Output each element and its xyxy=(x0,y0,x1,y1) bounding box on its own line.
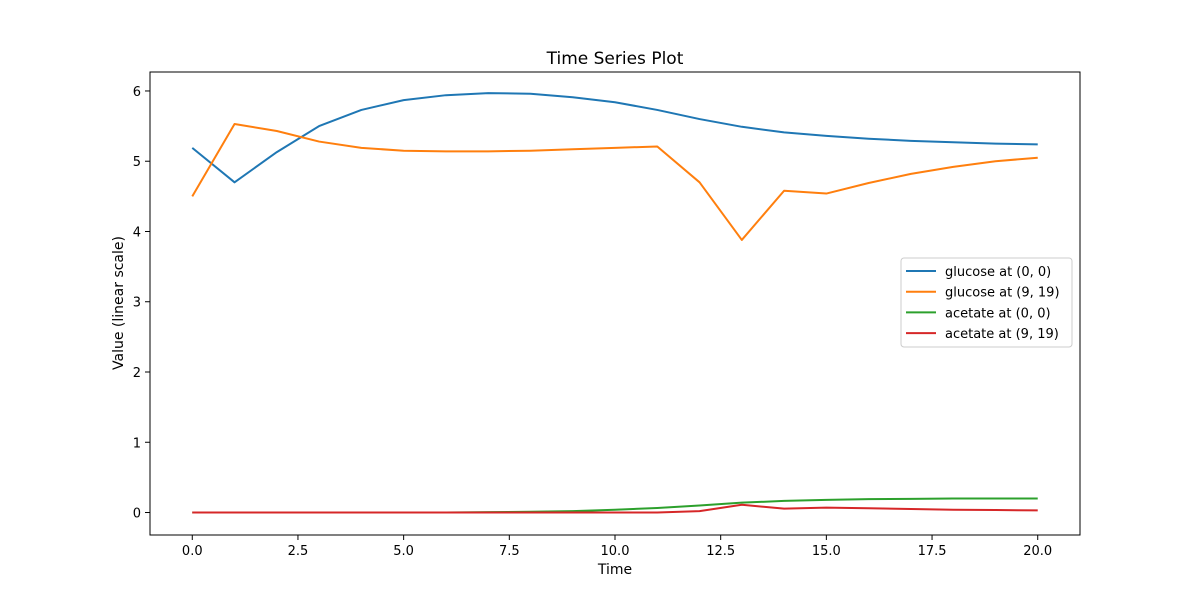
x-tick-label: 12.5 xyxy=(706,544,735,559)
legend-label-3: acetate at (9, 19) xyxy=(945,327,1059,342)
series-line-1 xyxy=(191,122,1038,241)
x-tick-label: 2.5 xyxy=(288,544,309,559)
plot-area xyxy=(191,92,1038,514)
x-tick-label: 10.0 xyxy=(601,544,630,559)
x-tick-label: 15.0 xyxy=(812,544,841,559)
chart-title: Time Series Plot xyxy=(546,49,684,69)
y-tick-label: 5 xyxy=(133,155,141,170)
legend: glucose at (0, 0) glucose at (9, 19) aceta… xyxy=(900,257,1073,348)
x-axis-label: Time xyxy=(597,562,632,578)
y-tick-label: 3 xyxy=(133,296,141,311)
legend-label-2: acetate at (0, 0) xyxy=(945,306,1051,321)
legend-label-1: glucose at (9, 19) xyxy=(945,286,1060,301)
y-axis: 0 1 2 3 4 5 6 xyxy=(133,85,150,522)
x-tick-label: 7.5 xyxy=(499,544,520,559)
x-tick-label: 17.5 xyxy=(918,544,947,559)
y-tick-label: 0 xyxy=(133,507,141,522)
y-axis-label: Value (linear scale) xyxy=(111,236,127,370)
y-tick-label: 4 xyxy=(133,225,141,240)
x-tick-label: 0.0 xyxy=(182,544,203,559)
y-tick-label: 6 xyxy=(133,85,141,100)
x-tick-label: 20.0 xyxy=(1023,544,1052,559)
y-tick-label: 1 xyxy=(133,436,141,451)
y-tick-label: 2 xyxy=(133,366,141,381)
series-line-0 xyxy=(191,92,1038,184)
series-line-3 xyxy=(192,503,1038,514)
legend-box xyxy=(900,257,1073,348)
x-axis: 0.0 2.5 5.0 7.5 10.0 12.5 15.0 17.5 20.0 xyxy=(182,535,1052,559)
x-tick-label: 5.0 xyxy=(393,544,414,559)
legend-label-0: glucose at (0, 0) xyxy=(945,265,1051,280)
